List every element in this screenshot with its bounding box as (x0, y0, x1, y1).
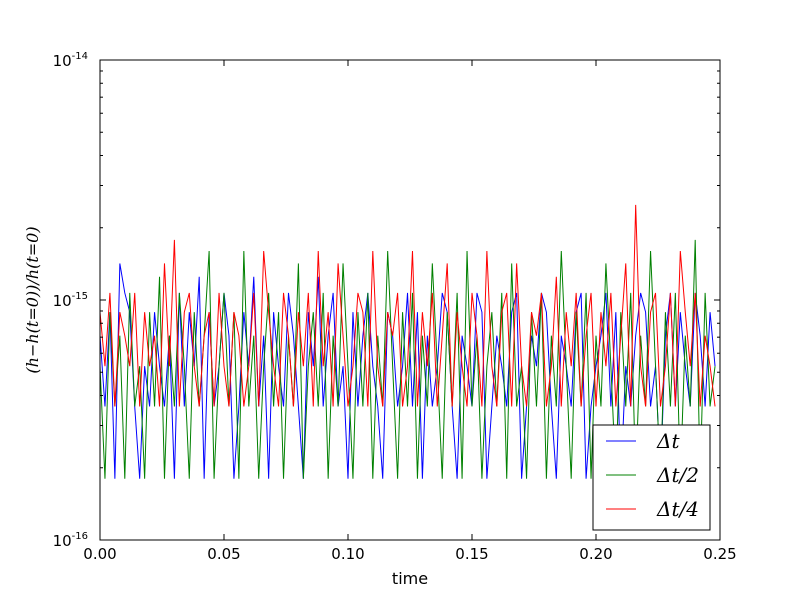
y-tick-label: 10-16 (53, 531, 88, 550)
x-tick-label: 0.20 (579, 545, 612, 563)
legend-label: Δt/4 (656, 497, 699, 521)
legend: Δt Δt/2 Δt/4 (592, 424, 711, 531)
series-line-3 (100, 204, 716, 407)
ticks-layer: 0.00 0.05 0.10 0.15 0.20 0.25 10-16 10-15 10-14 (53, 51, 737, 563)
x-axis-label: time (392, 569, 428, 588)
x-tick-label: 0.00 (83, 545, 116, 563)
legend-label: Δt/2 (656, 463, 699, 487)
series-line-1 (100, 263, 716, 479)
legend-box (592, 424, 711, 531)
x-tick-label: 0.05 (207, 545, 240, 563)
y-tick-label: 10-14 (53, 51, 88, 70)
series-layer (100, 204, 716, 479)
x-tick-label: 0.15 (455, 545, 488, 563)
legend-label: Δt (656, 429, 680, 453)
y-tick-label: 10-15 (53, 291, 88, 310)
y-axis-label: (h−h(t=0))/h(t=0) (23, 226, 42, 373)
x-tick-label: 0.10 (331, 545, 364, 563)
x-tick-label: 0.25 (703, 545, 736, 563)
